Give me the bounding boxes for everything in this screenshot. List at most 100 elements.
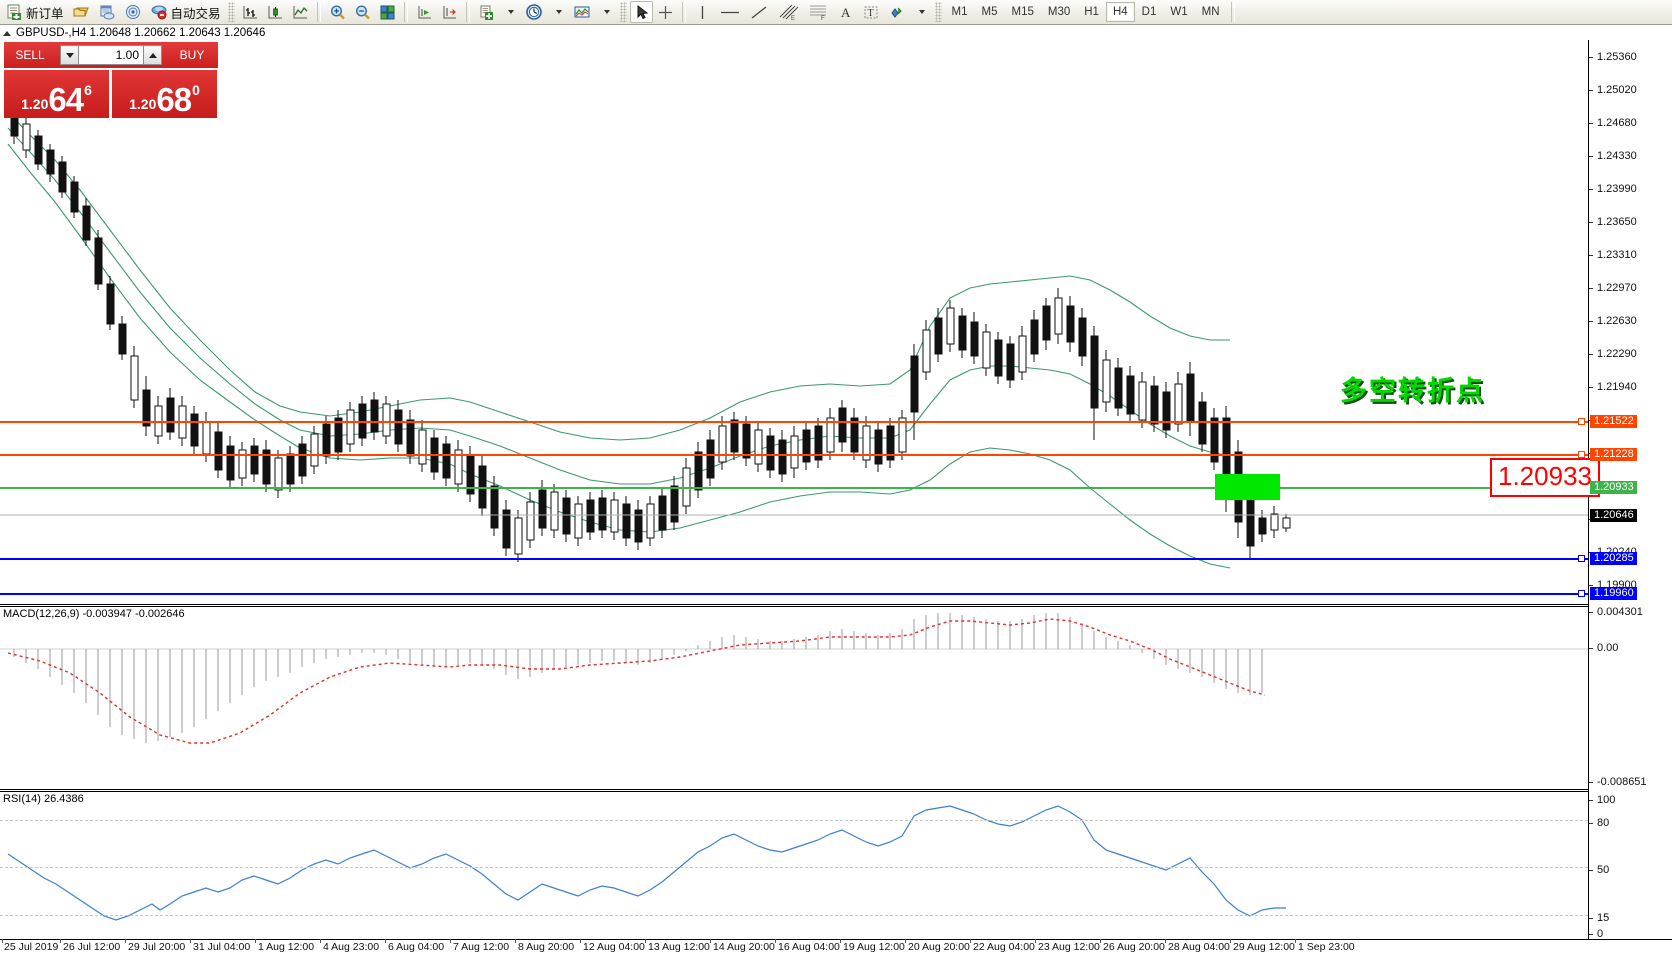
auto-trading-button[interactable]: 自动交易	[146, 1, 225, 23]
macd-pane[interactable]: MACD(12,26,9) -0.003947 -0.002646	[0, 606, 1588, 791]
time-label: 8 Aug 20:00	[518, 941, 575, 953]
toolbar-separator-3	[465, 2, 470, 22]
volume-increase-button[interactable]	[143, 45, 162, 65]
new-order-button[interactable]: 新订单	[2, 1, 68, 23]
buy-price-head: 1.20	[129, 96, 157, 112]
text-button[interactable]: A	[833, 1, 858, 23]
time-label: 12 Aug 04:00	[583, 941, 645, 953]
resistance-line-1[interactable]	[0, 421, 1588, 423]
timeframe-mn[interactable]: MN	[1201, 6, 1220, 18]
period-button[interactable]	[521, 1, 547, 23]
time-label: 31 Jul 04:00	[193, 941, 251, 953]
hline-button[interactable]	[715, 1, 745, 23]
shapes-button[interactable]	[884, 1, 910, 23]
buy-price-box[interactable]: 1.20 68 0	[112, 70, 217, 118]
timeframe-h4[interactable]: H4	[1105, 2, 1135, 22]
toolbar-grip-2[interactable]	[619, 2, 627, 22]
timeframe-d1[interactable]: D1	[1141, 6, 1157, 18]
support-line-2[interactable]	[0, 593, 1588, 595]
timeframe-w1[interactable]: W1	[1170, 6, 1188, 18]
resistance-line-1-grip[interactable]	[1578, 418, 1585, 425]
one-click-trading-panel[interactable]: SELL 1.00 BUY 1.20 64 6 1.20 68 0	[4, 42, 218, 124]
fibonacci-button[interactable]: F	[803, 1, 833, 23]
rsi-pane[interactable]: RSI(14) 26.4386	[0, 791, 1588, 939]
crosshair-button[interactable]	[653, 1, 678, 23]
support-label-1[interactable]: 1.20285	[1590, 552, 1637, 565]
zoom-out-icon	[355, 4, 370, 19]
timeframe-m15[interactable]: M15	[1011, 6, 1034, 18]
navigator-icon	[125, 5, 140, 19]
support-line-1[interactable]	[0, 558, 1588, 560]
indicators-button[interactable]	[569, 1, 595, 23]
rsi-plot	[7, 805, 1286, 921]
timeframe-m30[interactable]: M30	[1047, 6, 1071, 18]
price-tick: 1.23990	[1589, 183, 1672, 195]
support-label-2[interactable]: 1.19960	[1590, 587, 1637, 600]
period-icon	[525, 4, 542, 20]
resistance-line-2-grip[interactable]	[1578, 451, 1585, 458]
chevron-down-icon	[603, 10, 610, 14]
buy-button[interactable]: BUY	[166, 42, 218, 68]
vline-button[interactable]	[690, 1, 715, 23]
timeframe-m5[interactable]: M5	[981, 6, 998, 18]
data-window-button[interactable]	[94, 1, 120, 23]
auto-scroll-button[interactable]	[437, 1, 462, 23]
sell-button[interactable]: SELL	[4, 42, 56, 68]
toolbar-grip[interactable]	[227, 2, 235, 22]
bar-chart-button[interactable]	[238, 1, 263, 23]
chevron-down-icon	[918, 10, 925, 14]
indicators-dropdown[interactable]	[595, 1, 617, 23]
template-dropdown[interactable]	[499, 1, 521, 23]
toolbar-grip-3[interactable]	[934, 2, 942, 22]
resistance-label-2[interactable]: 1.21228	[1590, 448, 1637, 461]
highlight-rectangle[interactable]	[1215, 474, 1280, 500]
line-chart-button[interactable]	[288, 1, 313, 23]
zoom-out-button[interactable]	[350, 1, 375, 23]
price-callout-box[interactable]: 1.20933	[1490, 458, 1600, 497]
timeframe-m1[interactable]: M1	[951, 6, 968, 18]
timeframe-h1[interactable]: H1	[1084, 6, 1099, 18]
text-label-button[interactable]: T	[858, 1, 884, 23]
support-line-2-grip[interactable]	[1578, 590, 1585, 597]
folder-button[interactable]	[68, 1, 94, 23]
candlestick-chart-icon	[268, 5, 282, 18]
volume-input[interactable]: 1.00	[79, 45, 143, 65]
hline-icon	[720, 11, 739, 13]
time-label: 26 Jul 12:00	[63, 941, 121, 953]
chart-annotation-text[interactable]: 多空转折点	[1340, 376, 1485, 407]
time-label: 6 Aug 04:00	[388, 941, 445, 953]
equidistant-channel-icon: E	[779, 4, 798, 21]
tile-windows-button[interactable]	[375, 1, 400, 23]
navigator-button[interactable]	[120, 1, 146, 23]
add-template-button[interactable]	[474, 1, 499, 23]
candlestick-chart-button[interactable]	[263, 1, 288, 23]
shift-chart-button[interactable]	[412, 1, 437, 23]
folder-icon	[72, 7, 89, 17]
zoom-in-button[interactable]	[325, 1, 350, 23]
rsi-tick: 100	[1589, 794, 1672, 806]
volume-decrease-button[interactable]	[60, 45, 79, 65]
equidistant-channel-button[interactable]: E	[773, 1, 803, 23]
toolbar-separator-4	[681, 2, 686, 22]
sell-price-box[interactable]: 1.20 64 6	[4, 70, 109, 118]
time-scale[interactable]: 25 Jul 2019 26 Jul 12:00 29 Jul 20:00 31…	[0, 939, 1672, 954]
pivot-line[interactable]	[0, 487, 1588, 489]
time-label: 22 Aug 04:00	[973, 941, 1035, 953]
support-line-1-grip[interactable]	[1578, 555, 1585, 562]
collapse-icon[interactable]	[3, 30, 11, 36]
time-label: 29 Aug 12:00	[1233, 941, 1295, 953]
rsi-label: RSI(14) 26.4386	[3, 793, 84, 805]
cursor-button[interactable]	[629, 1, 653, 23]
price-scale[interactable]: 1.25360 1.25020 1.24680 1.24330 1.23990 …	[1588, 40, 1672, 940]
resistance-line-2[interactable]	[0, 454, 1588, 456]
period-dropdown[interactable]	[547, 1, 569, 23]
trendline-button[interactable]	[745, 1, 773, 23]
resistance-label-1[interactable]: 1.21522	[1590, 415, 1637, 428]
shapes-dropdown[interactable]	[910, 1, 932, 23]
macd-tick: 0.00	[1589, 642, 1672, 654]
price-pane[interactable]	[0, 40, 1588, 606]
text-icon: A	[841, 5, 851, 20]
pivot-label[interactable]: 1.20933	[1590, 481, 1637, 494]
chart-title-bar: GBPUSD-,H4 1.20648 1.20662 1.20643 1.206…	[0, 26, 1672, 40]
time-label: 23 Aug 12:00	[1038, 941, 1100, 953]
